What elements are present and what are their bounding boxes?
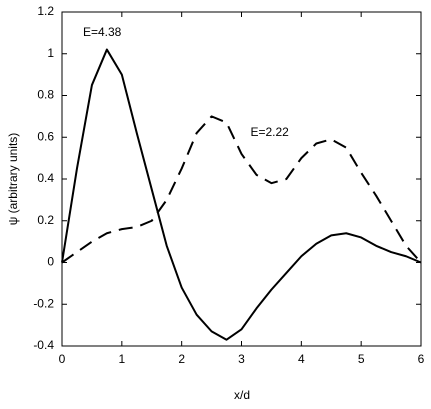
x-tick-label: 2 [178, 352, 185, 366]
x-tick-label: 3 [238, 352, 245, 366]
series-label: E=2.22 [250, 125, 289, 139]
x-tick-label: 5 [358, 352, 365, 366]
y-tick-label: 0 [47, 255, 54, 269]
y-tick-label: -0.2 [33, 296, 54, 310]
plot-frame [61, 11, 422, 347]
y-tick-label: 0.6 [37, 129, 54, 143]
y-tick-label: 1.2 [37, 4, 54, 18]
series-line [61, 48, 422, 341]
y-axis-label: ψ (arbitrary units) [6, 133, 20, 226]
y-tick-label: -0.4 [33, 338, 54, 352]
x-axis-label: x/d [234, 388, 250, 402]
y-tick-label: 0.8 [37, 88, 54, 102]
x-tick-label: 1 [118, 352, 125, 366]
x-tick-label: 0 [59, 352, 66, 366]
y-tick-label: 0.2 [37, 213, 54, 227]
x-tick-label: 6 [418, 352, 425, 366]
y-tick-label: 0.4 [37, 171, 54, 185]
x-tick-label: 4 [298, 352, 305, 366]
y-tick-label: 1 [47, 46, 54, 60]
series-label: E=4.38 [83, 25, 122, 39]
series-line [61, 115, 422, 264]
